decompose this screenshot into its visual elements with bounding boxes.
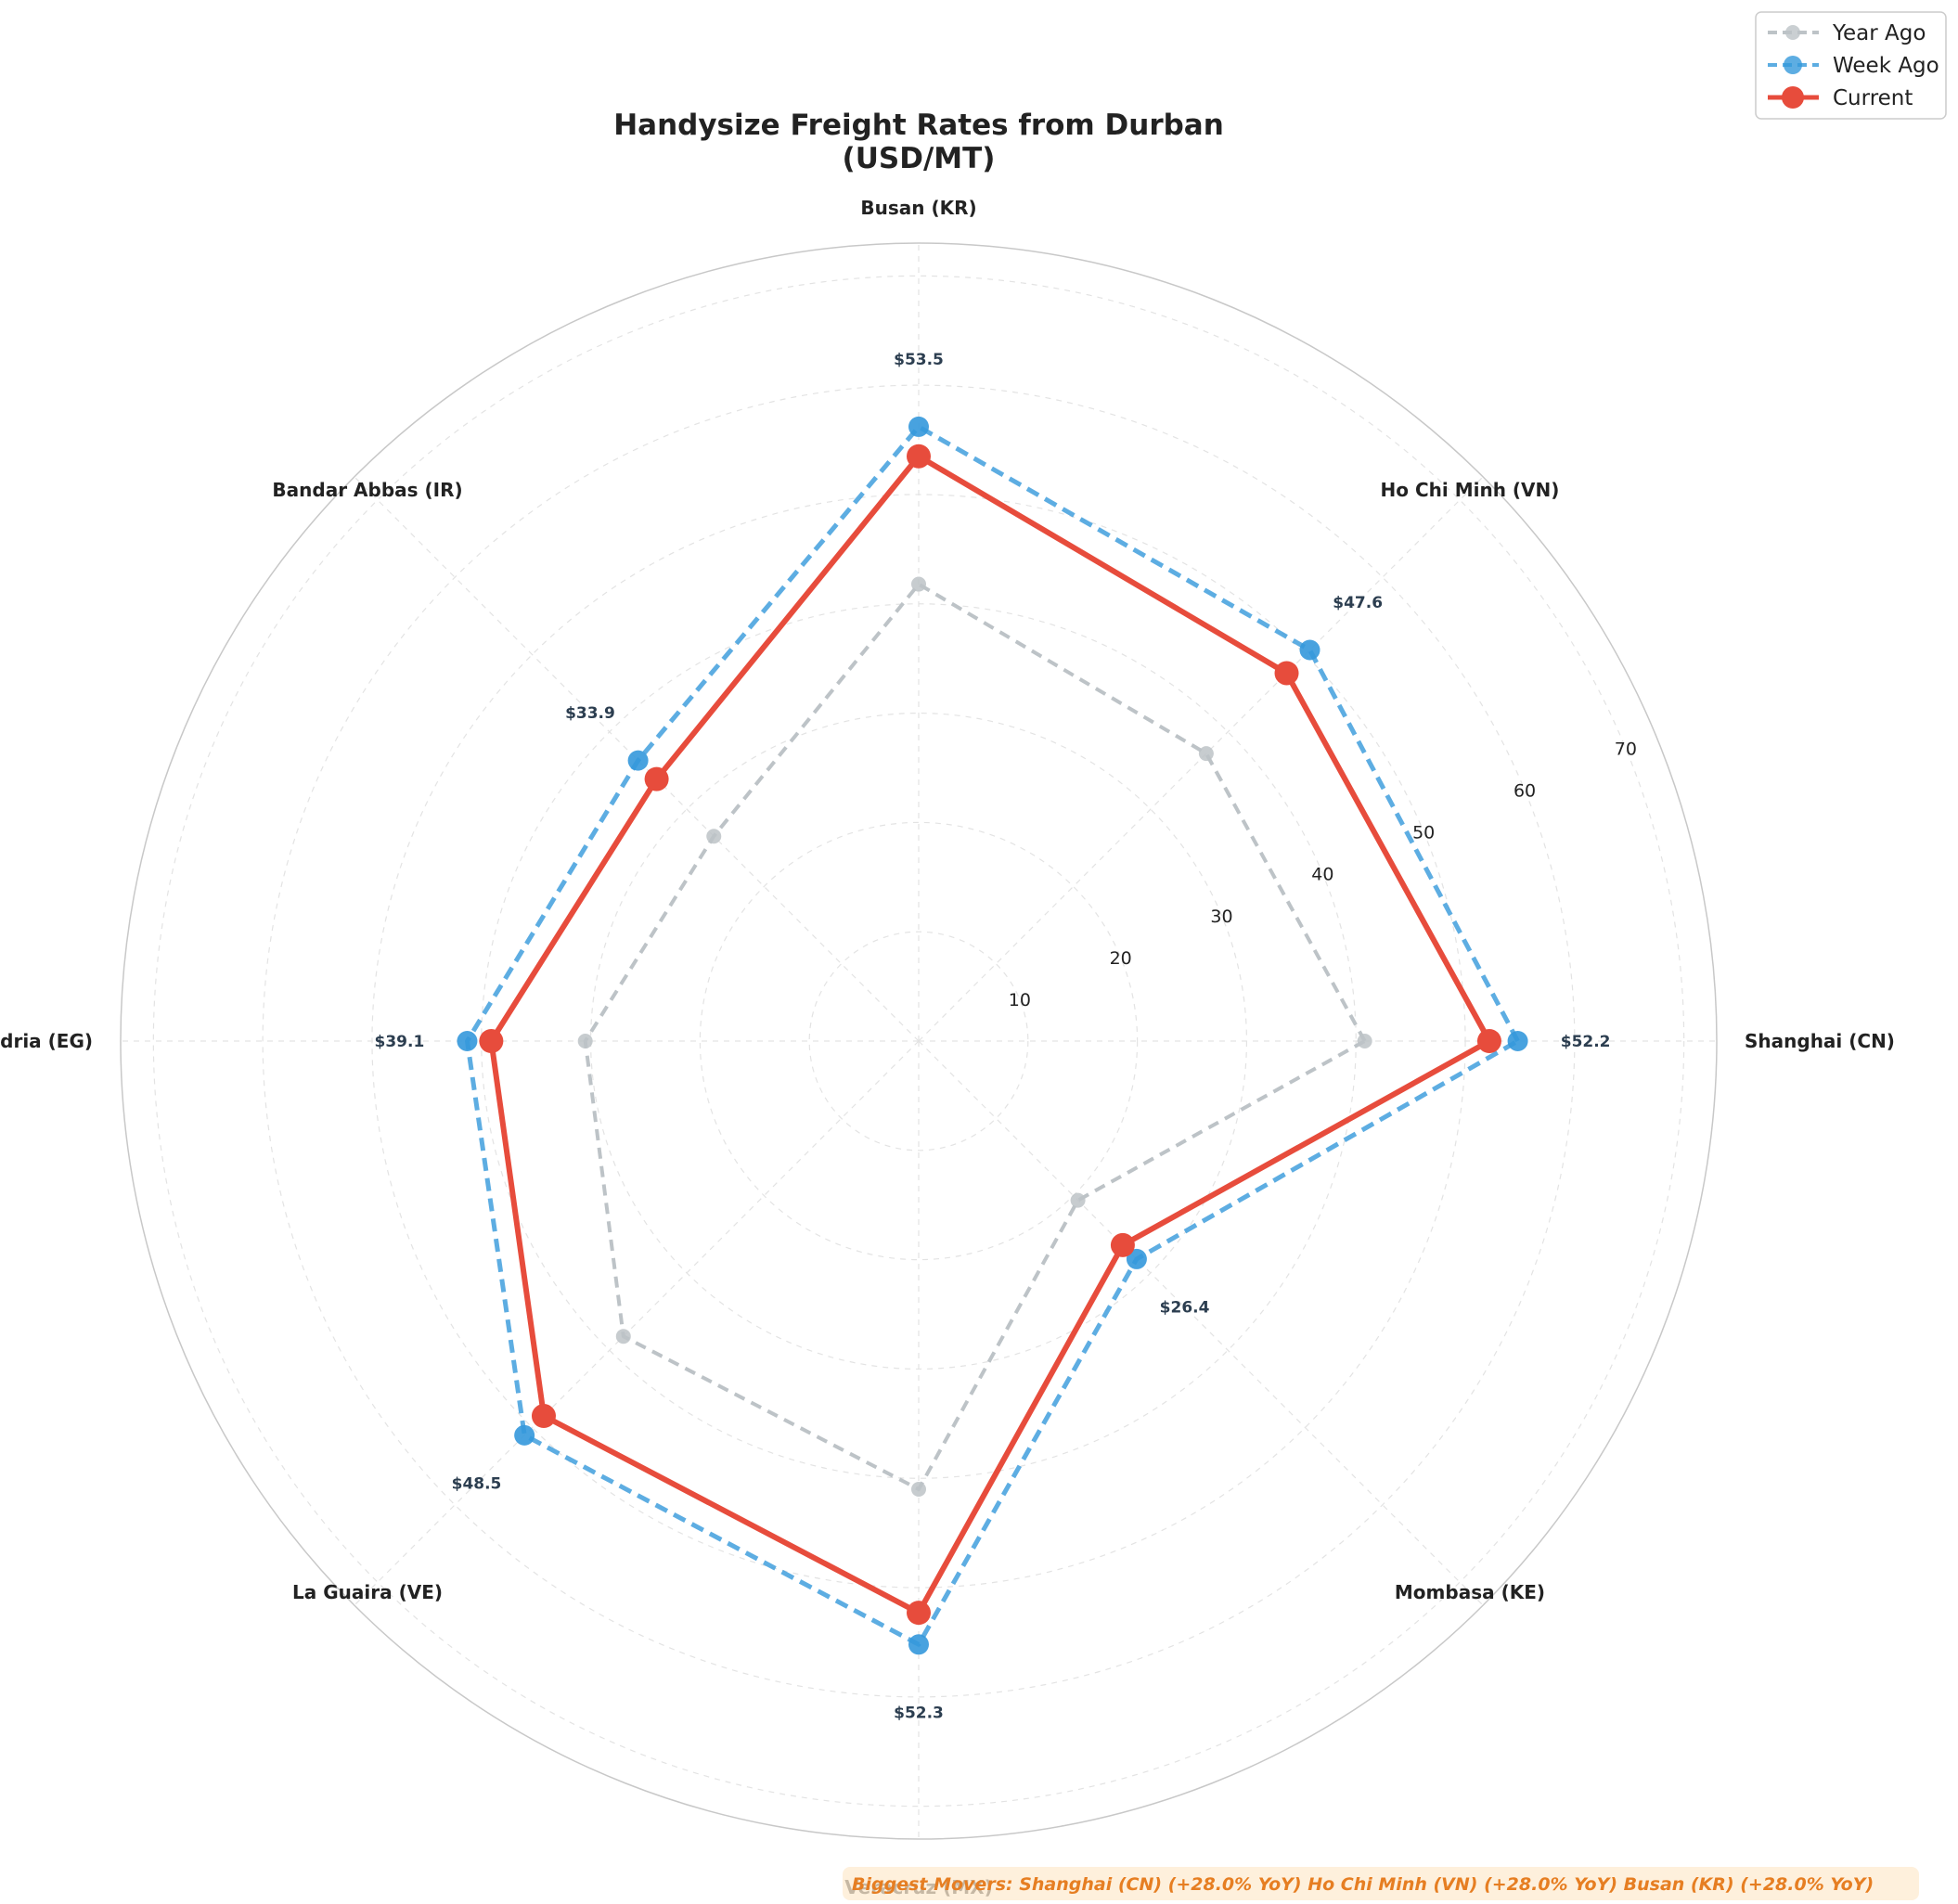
marker-current-alexandria-eg [479, 1029, 504, 1053]
category-label-busan-kr: Busan (KR) [860, 197, 976, 219]
outer-ring [120, 242, 1718, 1840]
r-tick-label-40: 40 [1311, 865, 1333, 885]
chart-legend: Year Ago Week Ago Current [1755, 11, 1947, 120]
value-label-bandar-abbas-ir: $33.9 [565, 704, 615, 723]
category-label-shanghai-cn: Shanghai (CN) [1745, 1030, 1895, 1052]
value-label-veracruz-mx: $52.3 [894, 1704, 944, 1722]
label-layer: 10 20 30 40 50 60 70 Shanghai (CN) Ho Chi Minh (… [0, 197, 1895, 1898]
value-label-mombasa-ke: $26.4 [1160, 1299, 1210, 1318]
marker-year-ago-shanghai-cn [1357, 1034, 1372, 1048]
annotation-box [843, 1867, 1919, 1900]
chart-title-line-1: Handysize Freight Rates from Durban [613, 109, 1224, 142]
marker-week-ago-la-guaira-ve [514, 1424, 535, 1446]
spoke-mombasa-ke [918, 1040, 1484, 1606]
value-label-la-guaira-ve: $48.5 [452, 1474, 502, 1493]
r-tick-label-60: 60 [1514, 781, 1536, 802]
category-label-ho-chi-minh-vn: Ho Chi Minh (VN) [1381, 479, 1560, 501]
legend-entry-year-ago: Year Ago [1768, 21, 1926, 45]
category-label-bandar-abbas-ir: Bandar Abbas (IR) [272, 479, 462, 501]
marker-current-bandar-abbas-ir [644, 766, 669, 791]
value-label-shanghai-cn: $52.2 [1561, 1033, 1611, 1051]
marker-year-ago-veracruz-mx [911, 1482, 926, 1498]
grid-ring-60 [262, 384, 1576, 1698]
marker-current-ho-chi-minh-vn [1274, 661, 1299, 686]
grid-ring-10 [808, 931, 1029, 1151]
category-label-mombasa-ke: Mombasa (KE) [1395, 1581, 1545, 1603]
legend-marker-current [1782, 86, 1804, 109]
marker-current-veracruz-mx [907, 1601, 931, 1626]
legend-entry-week-ago: Week Ago [1768, 54, 1939, 78]
r-tick-label-10: 10 [1009, 990, 1031, 1010]
marker-week-ago-ho-chi-minh-vn [1299, 639, 1320, 661]
marker-current-mombasa-ke [1110, 1232, 1135, 1257]
legend-marker-year-ago [1785, 25, 1800, 40]
marker-week-ago-alexandria-eg [457, 1031, 478, 1051]
marker-current-shanghai-cn [1476, 1029, 1501, 1053]
spoke-la-guaira-ve [354, 1040, 920, 1606]
category-label-alexandria-eg: Alexandria (EG) [0, 1030, 93, 1052]
legend-label-week-ago: Week Ago [1833, 54, 1939, 78]
spoke-ho-chi-minh-vn [918, 476, 1484, 1042]
r-tick-label-30: 30 [1210, 907, 1232, 927]
value-label-ho-chi-minh-vn: $47.6 [1333, 594, 1383, 612]
annotation-text: Biggest Movers: Shanghai (CN) (+28.0% Yo… [852, 1874, 1874, 1895]
series-line-current [488, 453, 1492, 1616]
marker-week-ago-veracruz-mx [908, 1634, 929, 1655]
value-label-busan-kr: $53.5 [894, 351, 944, 369]
marker-week-ago-bandar-abbas-ir [627, 750, 649, 771]
grid-ring-70 [152, 275, 1685, 1808]
legend-label-current: Current [1833, 86, 1913, 110]
marker-year-ago-ho-chi-minh-vn [1198, 746, 1214, 762]
category-label-la-guaira-ve: La Guaira (VE) [292, 1581, 443, 1603]
marker-current-la-guaira-ve [531, 1404, 556, 1429]
r-tick-label-50: 50 [1412, 823, 1435, 843]
legend-entry-current: Current [1768, 86, 1913, 110]
r-tick-label-70: 70 [1615, 739, 1637, 759]
r-tick-label-20: 20 [1110, 948, 1132, 969]
marker-year-ago-busan-kr [911, 576, 926, 592]
marker-week-ago-shanghai-cn [1507, 1031, 1528, 1051]
grid-ring-20 [699, 821, 1139, 1261]
value-label-alexandria-eg: $39.1 [375, 1033, 425, 1051]
marker-year-ago-mombasa-ke [1070, 1192, 1086, 1208]
biggest-movers-annotation: Biggest Movers: Shanghai (CN) (+28.0% Yo… [843, 1867, 1919, 1900]
series-layer [457, 416, 1528, 1655]
marker-year-ago-bandar-abbas-ir [706, 829, 722, 844]
marker-year-ago-alexandria-eg [577, 1034, 593, 1048]
marker-week-ago-mombasa-ke [1126, 1248, 1147, 1269]
marker-year-ago-la-guaira-ve [615, 1329, 631, 1344]
legend-marker-week-ago [1784, 56, 1802, 74]
chart-title-line-2: (USD/MT) [843, 142, 996, 175]
legend-frame [1755, 11, 1947, 120]
marker-week-ago-busan-kr [908, 416, 929, 437]
marker-current-busan-kr [907, 444, 931, 469]
legend-label-year-ago: Year Ago [1832, 21, 1926, 45]
